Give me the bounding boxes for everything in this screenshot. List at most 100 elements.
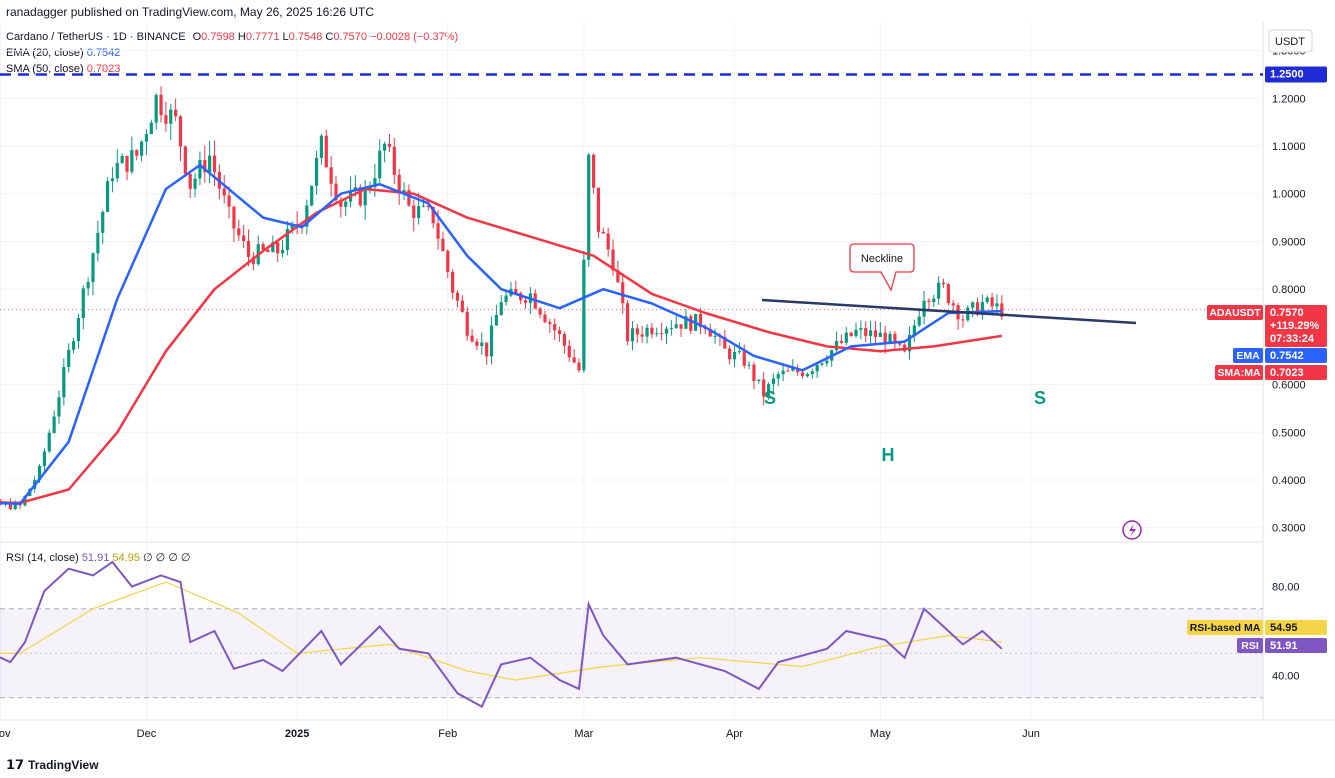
candle-body [246,241,251,257]
sma-legend[interactable]: SMA (50, close) 0.7023 [6,63,120,75]
rsi-ma-value: 54.95 [112,552,140,564]
sma-badge[interactable] [1265,365,1327,380]
candle-body [266,249,270,253]
candle-body [159,94,163,116]
candle-body [387,143,392,147]
candle-body [596,187,601,232]
rsi-name-tag[interactable] [1237,638,1263,653]
rsi-badge-text: 51.91 [1270,640,1298,652]
time-tick-label: Apr [726,728,743,740]
candle-body [115,163,119,179]
high-label: H [237,31,246,43]
candle-body [42,451,46,466]
rsi-line[interactable] [0,560,1003,708]
candle-body [567,345,571,358]
rsi-extra: ∅ ∅ ∅ ∅ [143,552,191,564]
publish-info: ranadagger published on TradingView.com,… [6,5,375,19]
candle-body [655,333,659,335]
candle-body [383,143,387,151]
candle-body [975,302,980,315]
rsi-value: 51.91 [81,552,110,564]
candle-body [684,316,688,329]
candle-body [227,195,231,207]
currency-box[interactable] [1268,29,1313,53]
candle-body [752,364,756,382]
rsi-band [0,608,1263,698]
open-value: 0.7598 [201,31,235,43]
rsi-ma-name-tag[interactable] [1187,620,1263,635]
candle-body [548,322,552,325]
candle-body [237,228,241,236]
rsi-legend[interactable]: RSI (14, close) 51.91 54.95 ∅ ∅ ∅ ∅ [6,551,191,564]
candle-body [854,329,858,336]
resistance-badge[interactable] [1265,66,1327,83]
ema-name-tag[interactable] [1233,348,1263,363]
candle-body [232,206,236,229]
candle-body [271,242,275,253]
candle-body [421,205,426,207]
rsi-ma-line[interactable] [0,581,1002,681]
ema-legend[interactable]: EMA (20, close) 0.7542 [6,47,120,59]
candle-body [57,397,61,417]
candle-body [961,319,965,321]
price-tick-label: 0.9000 [1272,236,1306,248]
ema-line[interactable] [0,163,1002,506]
candle-body [135,150,139,156]
candle-body [606,233,610,250]
candle-body [737,351,741,353]
candle-body [893,333,897,342]
candle-body [441,238,445,252]
candle-body [52,416,56,433]
lightning-icon[interactable] [1122,520,1142,540]
candle-body [242,235,246,242]
rsi-badge[interactable] [1265,638,1327,653]
candle-body [480,342,484,346]
candle-body [941,282,946,285]
ema-name-tag-text: EMA [1236,350,1260,362]
last-price-badge[interactable] [1265,305,1327,347]
candle-body [334,183,338,201]
candle-body [140,141,144,156]
candle-body [1000,303,1004,317]
neckline-callout[interactable] [849,243,915,292]
rsi-ma-badge[interactable] [1265,620,1327,635]
left-shoulder-label: S [764,388,776,408]
candle-body [616,270,620,283]
sma-line[interactable] [0,187,1002,505]
symbol-tag[interactable] [1207,305,1263,320]
candle-body [208,155,212,173]
candle-body [178,116,183,147]
candle-body [67,349,71,368]
sma-name-tag[interactable] [1215,365,1263,380]
candle-body [912,325,916,335]
candle-body [305,205,309,227]
ema-badge-text: 0.7542 [1270,350,1304,362]
candle-body [436,223,440,239]
candle-body [689,316,693,331]
candle-body [37,465,42,481]
candle-body [766,384,771,397]
symbol-name[interactable]: Cardano / TetherUS · 1D · BINANCE [6,31,186,43]
candle-body [883,332,887,344]
candle-body [922,300,926,317]
candle-body [407,189,411,206]
head-label: H [882,445,895,465]
ema-badge[interactable] [1265,348,1327,363]
candle-body [888,333,892,344]
candle-body [455,292,460,301]
tradingview-logo[interactable]: 𝟭𝟳 TradingView [6,757,99,773]
neckline-line[interactable] [761,298,1137,325]
candle-body [747,364,751,366]
candle-body [319,135,324,158]
candle-body [907,334,912,352]
sma-badge-text: 0.7023 [1270,367,1304,379]
candle-body [285,228,289,250]
candle-body [125,155,129,172]
candle-body [280,249,285,254]
candle-body [489,325,494,357]
candle-body [310,185,314,206]
candle-body [723,336,727,349]
candle-body [834,340,839,351]
last-price-badge-text: 07:33:24 [1270,333,1315,345]
